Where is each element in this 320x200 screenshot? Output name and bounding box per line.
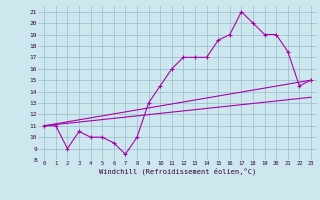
X-axis label: Windchill (Refroidissement éolien,°C): Windchill (Refroidissement éolien,°C) [99, 168, 256, 175]
